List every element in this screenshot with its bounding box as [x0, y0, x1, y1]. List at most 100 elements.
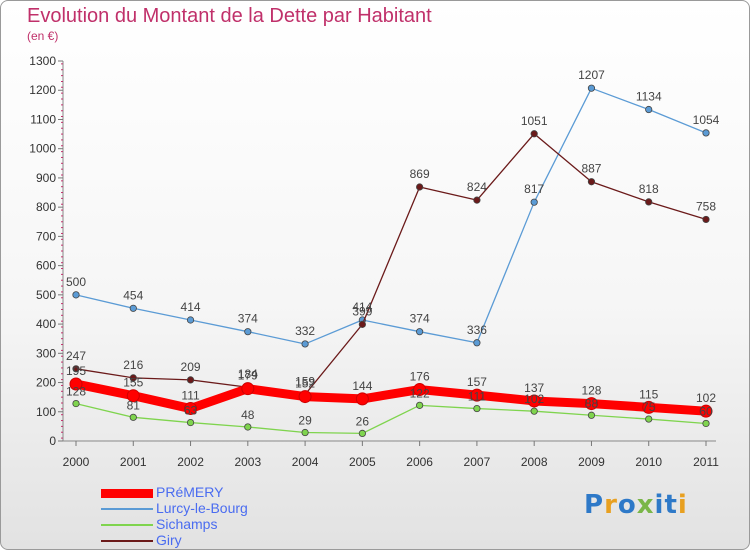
chart-unit: (en €)	[27, 29, 59, 43]
data-label-sichamps: 48	[241, 408, 255, 422]
data-label-sichamps: 128	[66, 385, 86, 399]
data-point-giry	[645, 198, 653, 206]
data-label-pr-mery: 128	[581, 384, 601, 398]
legend-label-premery: PRéMERY	[156, 484, 224, 500]
data-label-giry: 216	[123, 358, 143, 372]
data-label-giry: 1051	[521, 114, 548, 128]
data-label-lurcy-le-bourg: 1207	[578, 68, 605, 82]
y-tick-label: 1200	[29, 83, 56, 97]
data-label-pr-mery: 115	[639, 387, 658, 401]
line-chart: 0 100 200 300 400 500 600 700 800 900 1000 1100 1200…	[29, 54, 719, 469]
data-label-pr-mery: 152	[295, 377, 315, 391]
y-tick-label: 1300	[29, 54, 56, 68]
data-point-lurcy-le-bourg	[587, 84, 596, 92]
data-label-giry: 758	[696, 199, 716, 213]
data-point-sichamps	[301, 428, 309, 437]
data-point-sichamps	[702, 419, 710, 428]
data-label-giry: 869	[410, 167, 430, 181]
logo-letter: P	[584, 490, 605, 520]
y-tick-label: 600	[36, 259, 56, 273]
data-label-pr-mery: 176	[410, 370, 430, 384]
series-lines	[69, 84, 713, 437]
data-point-giry	[358, 320, 366, 328]
data-label-pr-mery: 195	[66, 364, 86, 378]
y-tick-label: 1100	[30, 112, 56, 126]
data-point-giry	[186, 376, 195, 384]
logo-letter: x	[636, 490, 655, 520]
data-label-lurcy-le-bourg: 817	[524, 182, 544, 196]
data-label-lurcy-le-bourg: 1134	[636, 90, 662, 104]
data-label-sichamps: 122	[410, 386, 430, 400]
data-point-sichamps	[72, 399, 80, 408]
data-point-pr-mery	[126, 389, 140, 403]
x-tick-label: 2010	[635, 455, 662, 469]
data-label-pr-mery: 137	[524, 381, 544, 395]
data-point-giry	[72, 365, 80, 373]
data-point-pr-mery	[241, 382, 255, 396]
data-label-sichamps: 81	[127, 398, 141, 412]
data-point-giry	[702, 215, 710, 224]
data-label-pr-mery: 144	[352, 379, 372, 393]
y-tick-label: 900	[36, 171, 56, 185]
data-point-pr-mery	[413, 383, 427, 397]
data-point-lurcy-le-bourg	[473, 339, 481, 347]
data-label-lurcy-le-bourg: 414	[181, 300, 201, 314]
legend-swatch-sichamps	[101, 524, 153, 526]
data-point-sichamps	[416, 401, 424, 409]
data-label-pr-mery: 111	[181, 389, 200, 403]
x-tick-label: 2011	[693, 455, 719, 469]
data-point-pr-mery	[355, 392, 369, 406]
data-point-lurcy-le-bourg	[301, 340, 309, 348]
data-point-pr-mery	[642, 400, 656, 414]
logo-letter: r	[604, 490, 618, 520]
y-tick-label: 500	[36, 288, 56, 302]
legend-swatch-premery	[101, 488, 153, 498]
legend-swatch-giry	[101, 540, 153, 542]
proxiti-logo: Proxiti	[584, 490, 688, 520]
data-point-giry	[416, 183, 424, 191]
logo-letter: i	[677, 490, 688, 520]
data-point-lurcy-le-bourg	[530, 198, 538, 206]
data-point-pr-mery	[298, 390, 312, 404]
y-tick-label: 800	[36, 200, 56, 214]
data-point-pr-mery	[699, 404, 713, 418]
data-point-lurcy-le-bourg	[244, 328, 252, 336]
data-point-sichamps	[587, 411, 596, 419]
x-tick-label: 2006	[406, 455, 433, 469]
logo-letter: t	[664, 490, 678, 520]
data-point-sichamps	[186, 418, 195, 427]
data-point-pr-mery	[184, 402, 198, 416]
series-line-sichamps	[75, 402, 707, 435]
data-label-sichamps: 102	[524, 392, 544, 406]
data-label-giry: 818	[639, 182, 659, 196]
data-point-lurcy-le-bourg	[186, 316, 195, 324]
y-tick-label: 100	[36, 405, 56, 419]
data-point-sichamps	[244, 423, 252, 431]
data-label-sichamps: 111	[468, 390, 487, 404]
data-point-sichamps	[473, 404, 481, 413]
chart-title: Evolution du Montant de la Dette par Hab…	[27, 5, 432, 27]
data-point-sichamps	[358, 429, 366, 437]
data-label-giry: 247	[66, 349, 86, 363]
x-tick-label: 2001	[120, 455, 147, 469]
x-tick-label: 2003	[234, 455, 261, 469]
data-label-lurcy-le-bourg: 454	[123, 288, 143, 302]
y-tick-label: 0	[49, 434, 56, 448]
data-label-giry: 159	[295, 375, 315, 389]
x-tick-label: 2004	[292, 455, 319, 469]
legend-label-giry: Giry	[156, 532, 182, 548]
series-line-pr-mery	[71, 379, 711, 416]
data-point-giry	[473, 196, 481, 204]
y-tick-label: 300	[36, 346, 56, 360]
data-point-sichamps	[645, 415, 653, 423]
data-label-lurcy-le-bourg: 374	[410, 312, 430, 326]
data-label-giry: 887	[581, 162, 601, 176]
data-label-sichamps: 75	[642, 400, 656, 414]
data-label-giry: 824	[467, 180, 487, 194]
y-tick-label: 400	[36, 317, 56, 331]
data-label-lurcy-le-bourg: 332	[295, 324, 315, 338]
x-tick-label: 2008	[521, 455, 548, 469]
data-label-sichamps: 26	[356, 414, 370, 428]
data-label-pr-mery: 179	[238, 369, 258, 383]
